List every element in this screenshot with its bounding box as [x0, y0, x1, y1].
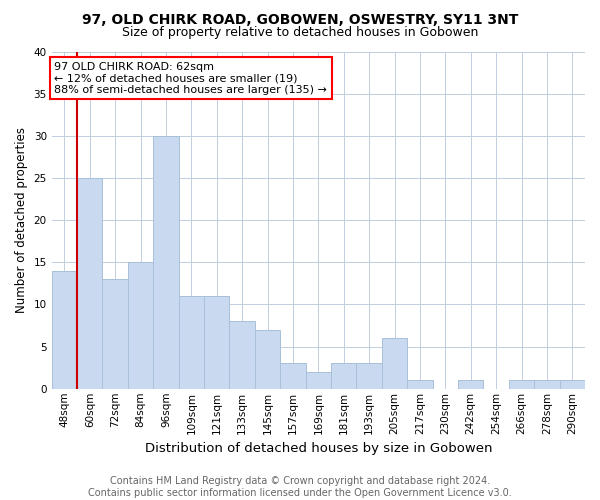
- Bar: [52, 270, 77, 389]
- Bar: [382, 338, 407, 389]
- Bar: [280, 364, 305, 389]
- Bar: [560, 380, 585, 389]
- Bar: [77, 178, 103, 389]
- Bar: [305, 372, 331, 389]
- Bar: [204, 296, 229, 389]
- Text: 97 OLD CHIRK ROAD: 62sqm
← 12% of detached houses are smaller (19)
88% of semi-d: 97 OLD CHIRK ROAD: 62sqm ← 12% of detach…: [55, 62, 327, 95]
- Bar: [509, 380, 534, 389]
- Text: Size of property relative to detached houses in Gobowen: Size of property relative to detached ho…: [122, 26, 478, 39]
- Text: 97, OLD CHIRK ROAD, GOBOWEN, OSWESTRY, SY11 3NT: 97, OLD CHIRK ROAD, GOBOWEN, OSWESTRY, S…: [82, 12, 518, 26]
- Bar: [331, 364, 356, 389]
- Bar: [153, 136, 179, 389]
- Bar: [356, 364, 382, 389]
- Bar: [407, 380, 433, 389]
- Bar: [458, 380, 484, 389]
- Bar: [103, 279, 128, 389]
- Bar: [128, 262, 153, 389]
- Bar: [534, 380, 560, 389]
- Bar: [179, 296, 204, 389]
- Y-axis label: Number of detached properties: Number of detached properties: [15, 127, 28, 313]
- Bar: [229, 322, 255, 389]
- Text: Contains HM Land Registry data © Crown copyright and database right 2024.
Contai: Contains HM Land Registry data © Crown c…: [88, 476, 512, 498]
- X-axis label: Distribution of detached houses by size in Gobowen: Distribution of detached houses by size …: [145, 442, 492, 455]
- Bar: [255, 330, 280, 389]
